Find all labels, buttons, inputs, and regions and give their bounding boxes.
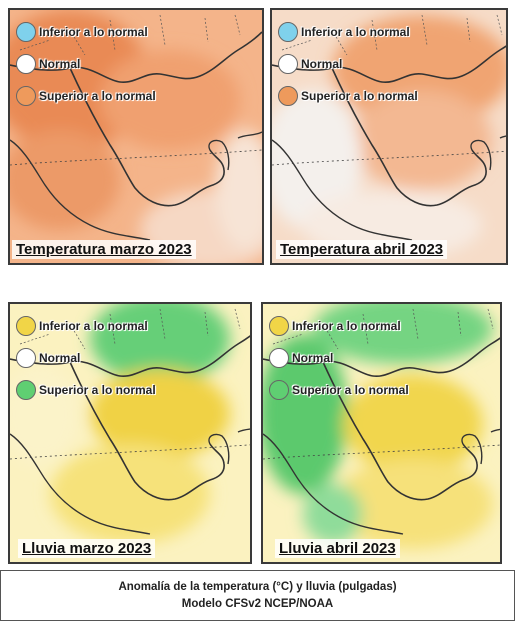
legend-label: Normal: [301, 57, 343, 71]
legend-swatch-below-normal: [16, 22, 36, 42]
rain-march-map: [10, 304, 250, 562]
legend-item-normal: Normal: [269, 342, 409, 374]
panel-title: Lluvia marzo 2023: [18, 539, 156, 558]
caption-line-1: Anomalía de la temperatura (°C) y lluvia…: [118, 580, 397, 593]
legend-swatch-above-normal: [269, 380, 289, 400]
legend-item-normal: Normal: [16, 342, 156, 374]
legend-label: Superior a lo normal: [301, 89, 418, 103]
legend-label: Superior a lo normal: [39, 89, 156, 103]
rain-legend: Inferior a lo normal Normal Superior a l…: [269, 310, 409, 406]
legend-swatch-normal: [278, 54, 298, 74]
legend-swatch-above-normal: [16, 86, 36, 106]
temperature-april-map: [272, 10, 506, 263]
legend-item-above-normal: Superior a lo normal: [278, 80, 418, 112]
legend-swatch-normal: [16, 54, 36, 74]
legend-item-above-normal: Superior a lo normal: [16, 80, 156, 112]
legend-item-below-normal: Inferior a lo normal: [16, 16, 156, 48]
legend-item-normal: Normal: [16, 48, 156, 80]
legend-item-below-normal: Inferior a lo normal: [269, 310, 409, 342]
legend-swatch-above-normal: [16, 380, 36, 400]
legend-item-below-normal: Inferior a lo normal: [278, 16, 418, 48]
legend-label: Superior a lo normal: [292, 383, 409, 397]
figure-caption: Anomalía de la temperatura (°C) y lluvia…: [0, 570, 515, 621]
legend-swatch-below-normal: [16, 316, 36, 336]
legend-label: Normal: [292, 351, 334, 365]
rain-april-map: [263, 304, 500, 562]
map-panel-rain-march: Inferior a lo normal Normal Superior a l…: [8, 302, 252, 564]
caption-line-2: Modelo CFSv2 NCEP/NOAA: [181, 597, 334, 610]
temperature-legend: Inferior a lo normal Normal Superior a l…: [278, 16, 418, 112]
legend-swatch-normal: [16, 348, 36, 368]
panel-title: Temperatura abril 2023: [276, 240, 448, 259]
legend-item-normal: Normal: [278, 48, 418, 80]
legend-item-below-normal: Inferior a lo normal: [16, 310, 156, 342]
legend-swatch-below-normal: [269, 316, 289, 336]
legend-label: Superior a lo normal: [39, 383, 156, 397]
legend-label: Inferior a lo normal: [39, 25, 148, 39]
legend-swatch-above-normal: [278, 86, 298, 106]
temperature-legend: Inferior a lo normal Normal Superior a l…: [16, 16, 156, 112]
legend-label: Inferior a lo normal: [39, 319, 148, 333]
legend-label: Inferior a lo normal: [292, 319, 401, 333]
map-panel-temperature-april: Inferior a lo normal Normal Superior a l…: [270, 8, 508, 265]
legend-item-above-normal: Superior a lo normal: [269, 374, 409, 406]
panel-title: Lluvia abril 2023: [275, 539, 400, 558]
temperature-march-map: [10, 10, 262, 263]
legend-label: Normal: [39, 57, 81, 71]
panel-title: Temperatura marzo 2023: [12, 240, 196, 259]
rain-legend: Inferior a lo normal Normal Superior a l…: [16, 310, 156, 406]
legend-swatch-below-normal: [278, 22, 298, 42]
map-panel-rain-april: Inferior a lo normal Normal Superior a l…: [261, 302, 502, 564]
map-panel-temperature-march: Inferior a lo normal Normal Superior a l…: [8, 8, 264, 265]
legend-item-above-normal: Superior a lo normal: [16, 374, 156, 406]
legend-label: Normal: [39, 351, 81, 365]
legend-swatch-normal: [269, 348, 289, 368]
legend-label: Inferior a lo normal: [301, 25, 410, 39]
